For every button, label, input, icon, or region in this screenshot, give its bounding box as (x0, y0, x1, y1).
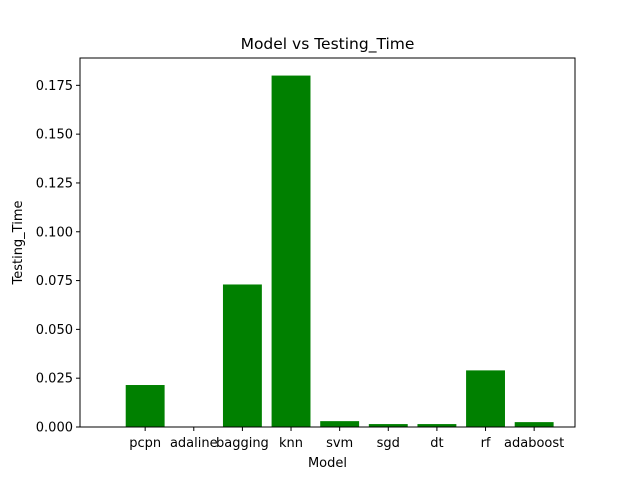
y-tick-label: 0.050 (36, 323, 73, 338)
x-tick-label-adaline: adaline (170, 436, 218, 451)
bar-rf (466, 370, 505, 427)
x-tick-label-dt: dt (430, 436, 443, 451)
x-tick-label-knn: knn (279, 436, 303, 451)
plot-frame (79, 57, 576, 428)
x-tick-label-rf: rf (481, 436, 491, 451)
bar-pcpn (125, 385, 165, 427)
bar-sgd (368, 424, 408, 427)
bar-bagging (222, 284, 262, 427)
y-tick-label: 0.000 (36, 421, 73, 436)
chart-title: Model vs Testing_Time (241, 35, 415, 54)
x-tick-label-bagging: bagging (216, 436, 269, 451)
y-tick-label: 0.075 (36, 274, 73, 289)
y-tick-label: 0.100 (36, 225, 73, 240)
x-tick-label-pcpn: pcpn (129, 436, 161, 451)
y-tick-label: 0.125 (36, 176, 73, 191)
y-tick-label: 0.150 (36, 128, 73, 143)
y-axis-label: Testing_Time (11, 200, 26, 285)
y-tick-label: 0.025 (36, 372, 73, 387)
bars-group (125, 75, 554, 427)
x-tick-label-svm: svm (326, 436, 353, 451)
bar-dt (417, 424, 457, 427)
bar-knn (271, 75, 311, 427)
x-tick-label-adaboost: adaboost (504, 436, 564, 451)
x-tick-label-sgd: sgd (377, 436, 400, 451)
y-tick-label: 0.175 (36, 79, 73, 94)
bar-svm (320, 421, 360, 427)
bar-adaboost (514, 422, 554, 427)
x-axis-label: Model (308, 456, 347, 471)
y-axis-ticks: 0.000 0.025 0.050 0.075 0.100 0.125 0.150 0.175 (36, 79, 80, 436)
